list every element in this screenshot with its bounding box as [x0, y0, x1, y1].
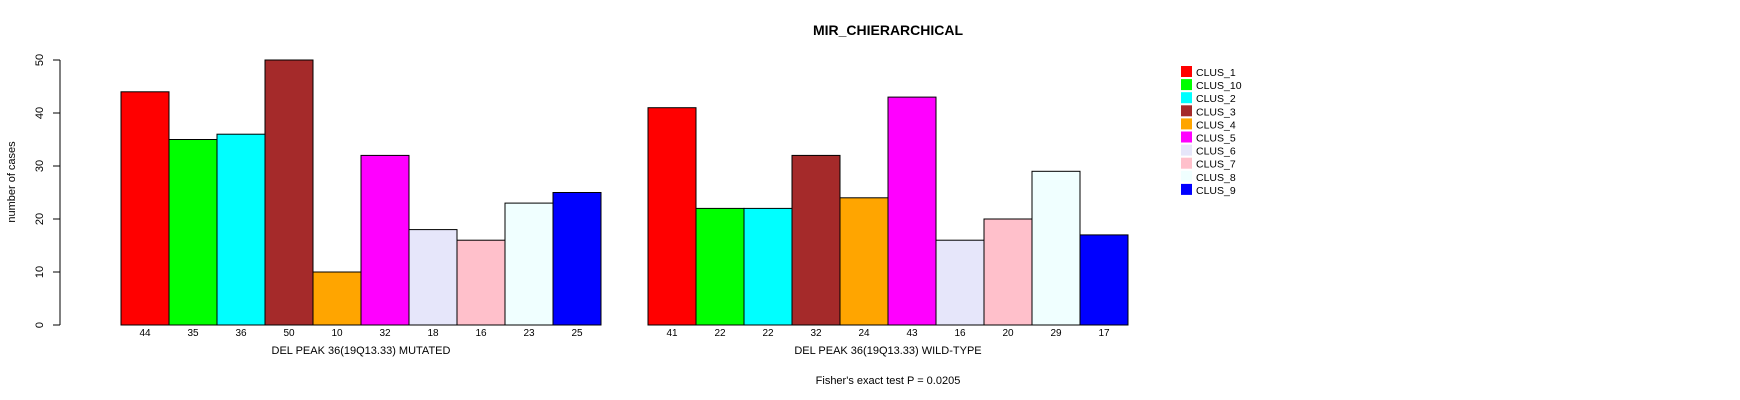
bar-clus-3 — [791, 154, 841, 326]
bar-count-label: 18 — [427, 328, 439, 339]
bar-group-2: 41 22 22 32 24 43 16 20 29 17 DEL PEAK 36(19Q13.33… — [647, 96, 1129, 357]
y-tick-label: 40 — [34, 107, 46, 119]
legend-label: CLUS_5 — [1196, 133, 1236, 145]
legend-label: CLUS_6 — [1196, 146, 1236, 158]
bar-clus-9 — [1079, 234, 1129, 326]
legend-label: CLUS_2 — [1196, 93, 1236, 105]
legend-swatch — [1181, 157, 1192, 169]
legend-item: CLUS_3 — [1181, 105, 1236, 118]
bar-count-label: 43 — [906, 328, 918, 339]
bar-count-label: 24 — [858, 328, 870, 339]
legend-label: CLUS_3 — [1196, 106, 1236, 118]
group-label: DEL PEAK 36(19Q13.33) MUTATED — [272, 345, 451, 357]
y-tick-label: 0 — [34, 322, 46, 328]
legend-item: CLUS_9 — [1181, 183, 1236, 197]
y-axis: 0 10 20 30 40 50 — [34, 54, 61, 328]
legend: CLUS_1CLUS_10CLUS_2CLUS_3CLUS_4CLUS_5CLU… — [1181, 66, 1242, 197]
legend-swatch — [1181, 66, 1192, 77]
bar-count-label: 44 — [139, 328, 151, 339]
bar-clus-6 — [408, 229, 458, 326]
legend-item: CLUS_8 — [1181, 170, 1236, 184]
bar-clus-4 — [839, 197, 889, 326]
bar-count-label: 16 — [475, 328, 487, 339]
bar-count-label: 10 — [331, 328, 343, 339]
bar-count-label: 36 — [235, 328, 247, 339]
bar-count-label: 41 — [666, 328, 678, 339]
bar-clus-2 — [743, 207, 793, 326]
bar-count-label: 50 — [283, 328, 295, 339]
bar-clus-5 — [887, 96, 937, 326]
legend-item: CLUS_1 — [1181, 66, 1236, 79]
legend-swatch — [1181, 170, 1192, 182]
bar-count-label: 29 — [1050, 328, 1062, 339]
bar-count-label: 32 — [379, 328, 391, 339]
legend-swatch — [1181, 92, 1192, 104]
y-axis-label: number of cases — [6, 141, 18, 223]
y-tick-label: 30 — [34, 160, 46, 172]
bar-count-label: 25 — [571, 328, 583, 339]
bar-count-label: 16 — [954, 328, 966, 339]
legend-item: CLUS_4 — [1181, 118, 1236, 131]
bar-clus-7 — [983, 218, 1033, 326]
legend-label: CLUS_10 — [1196, 80, 1242, 92]
legend-item: CLUS_7 — [1181, 157, 1236, 171]
legend-label: CLUS_9 — [1196, 185, 1236, 197]
bar-clus-3 — [264, 59, 314, 326]
y-tick-label: 10 — [34, 266, 46, 278]
bar-count-label: 17 — [1098, 328, 1110, 339]
bar-clus-1 — [647, 107, 697, 326]
legend-swatch — [1181, 105, 1192, 117]
bar-group-1: 44 35 36 50 10 32 18 16 23 25 DEL PEAK 36(19Q13.33… — [120, 59, 602, 357]
bar-clus-8 — [1031, 170, 1081, 326]
legend-label: CLUS_4 — [1196, 119, 1236, 131]
legend-item: CLUS_5 — [1181, 131, 1236, 145]
bar-count-label: 32 — [810, 328, 822, 339]
bar-clus-7 — [456, 239, 506, 326]
legend-swatch — [1181, 118, 1192, 130]
fisher-test-label: Fisher's exact test P = 0.0205 — [816, 375, 961, 387]
bars: 44 35 36 50 10 32 18 16 23 25 DEL PEAK 36(19Q13.33… — [120, 59, 1129, 357]
legend-label: CLUS_7 — [1196, 159, 1236, 171]
bar-clus-5 — [360, 154, 410, 326]
legend-swatch — [1181, 79, 1192, 91]
legend-label: CLUS_8 — [1196, 172, 1236, 184]
bar-count-label: 22 — [762, 328, 774, 339]
legend-label: CLUS_1 — [1196, 67, 1236, 79]
bar-clus-8 — [504, 202, 554, 326]
bar-clus-10 — [695, 207, 745, 326]
bar-clus-10 — [168, 139, 218, 326]
bar-count-label: 35 — [187, 328, 199, 339]
chart-title: MIR_CHIERARCHICAL — [813, 22, 964, 38]
bar-clus-2 — [216, 133, 266, 326]
bar-count-label: 23 — [523, 328, 535, 339]
group-label: DEL PEAK 36(19Q13.33) WILD-TYPE — [794, 345, 981, 357]
legend-item: CLUS_2 — [1181, 92, 1236, 105]
bar-clus-6 — [935, 239, 985, 326]
bar-clus-4 — [312, 271, 362, 326]
y-tick-label: 50 — [34, 54, 46, 66]
legend-swatch — [1181, 131, 1192, 143]
bar-count-label: 22 — [714, 328, 726, 339]
bar-count-label: 20 — [1002, 328, 1014, 339]
legend-item: CLUS_6 — [1181, 144, 1236, 158]
legend-swatch — [1181, 144, 1192, 156]
y-tick-label: 20 — [34, 213, 46, 225]
legend-swatch — [1181, 183, 1192, 195]
legend-item: CLUS_10 — [1181, 79, 1242, 92]
bar-clus-9 — [552, 192, 602, 326]
bar-clus-1 — [120, 91, 170, 326]
